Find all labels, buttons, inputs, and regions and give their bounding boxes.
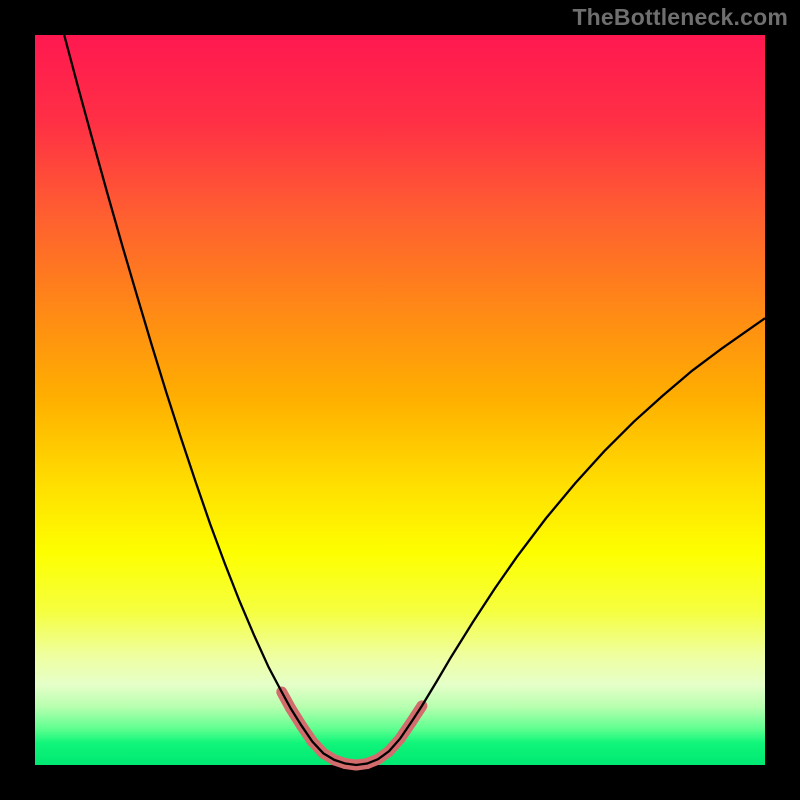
chart-svg bbox=[35, 35, 765, 765]
watermark-text: TheBottleneck.com bbox=[572, 4, 788, 31]
chart-background bbox=[35, 35, 765, 765]
plot-area bbox=[35, 35, 765, 765]
chart-container: { "watermark": { "text": "TheBottleneck.… bbox=[0, 0, 800, 800]
